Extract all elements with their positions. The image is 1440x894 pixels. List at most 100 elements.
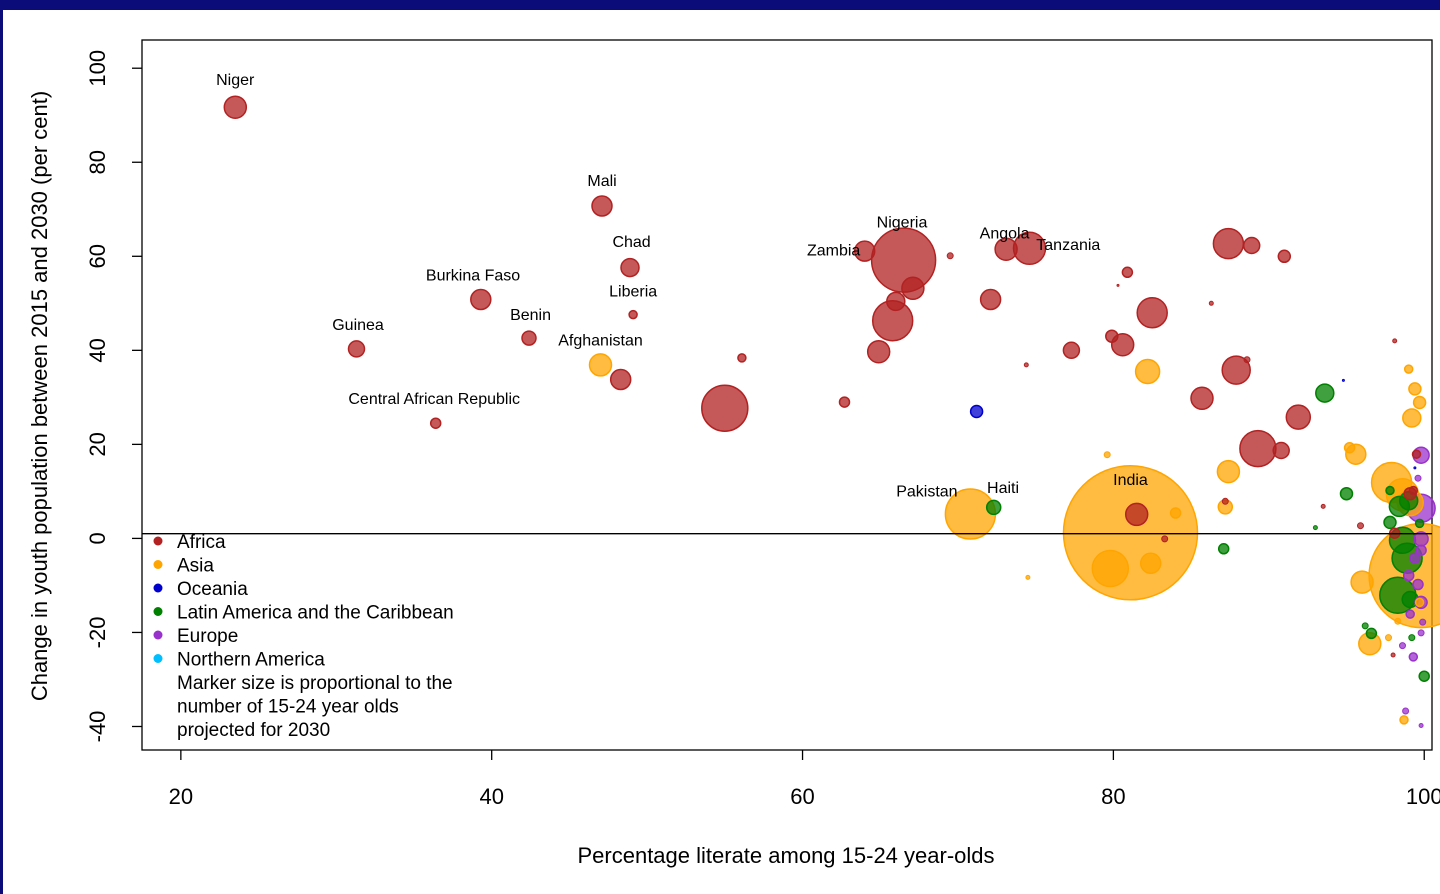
y-axis-label: Change in youth population between 2015 … bbox=[27, 91, 52, 701]
bubble-africa-20 bbox=[994, 237, 1018, 261]
bubbles-layer bbox=[223, 95, 1440, 728]
bubble-africa-15 bbox=[886, 291, 906, 312]
bubble-asia-12 bbox=[1343, 441, 1356, 454]
bubble-europe-6 bbox=[1412, 578, 1424, 591]
bubble-africa-24 bbox=[1105, 329, 1119, 343]
bubble-latin-america-and-the-caribbean-0 bbox=[985, 499, 1002, 516]
bubble-europe-10 bbox=[1399, 642, 1406, 650]
legend-label-latin-america-and-the-caribbean: Latin America and the Caribbean bbox=[177, 603, 454, 624]
legend-dot-latin-america-and-the-caribbean bbox=[153, 607, 163, 616]
y-tick-label-0: 0 bbox=[85, 532, 110, 544]
bubble-africa-39 bbox=[1239, 429, 1277, 468]
legend-dot-europe bbox=[153, 630, 163, 640]
bubble-asia-15 bbox=[1402, 408, 1422, 428]
legend-label-africa: Africa bbox=[177, 532, 226, 553]
label-central-african-republic: Central African Republic bbox=[348, 391, 520, 408]
bubble-africa-28 bbox=[1136, 296, 1168, 329]
window-top-border bbox=[0, 0, 1440, 10]
bubble-asia-26 bbox=[1394, 617, 1402, 625]
bubble-africa-10 bbox=[701, 384, 749, 432]
x-tick-label-100: 100 bbox=[1406, 784, 1440, 809]
bubble-asia-14 bbox=[1350, 570, 1374, 594]
y-tick-label-80: 80 bbox=[85, 150, 110, 174]
bubble-africa-2 bbox=[429, 417, 442, 429]
bubble-africa-31 bbox=[1190, 386, 1214, 411]
bubble-africa-30 bbox=[1161, 535, 1169, 543]
window-left-border bbox=[0, 0, 3, 894]
x-tick-label-60: 60 bbox=[790, 784, 814, 809]
bubble-africa-18 bbox=[946, 252, 954, 260]
bubble-africa-49 bbox=[1390, 652, 1396, 658]
x-axis-label: Percentage literate among 15-24 year-old… bbox=[577, 843, 994, 868]
bubble-africa-29 bbox=[1124, 502, 1149, 527]
bubble-oceania-1 bbox=[1341, 378, 1345, 382]
x-tick-label-80: 80 bbox=[1101, 784, 1125, 809]
bubble-africa-23 bbox=[1062, 341, 1081, 360]
bubble-latin-america-and-the-caribbean-15 bbox=[1408, 634, 1416, 642]
label-angola: Angola bbox=[980, 225, 1030, 242]
bubble-latin-america-and-the-caribbean-1 bbox=[1217, 543, 1230, 555]
bubble-asia-25 bbox=[1414, 597, 1425, 608]
bubble-africa-9 bbox=[737, 353, 747, 363]
legend-label-asia: Asia bbox=[177, 556, 214, 577]
bubble-asia-16 bbox=[1412, 395, 1427, 410]
bubble-europe-13 bbox=[1402, 707, 1410, 715]
y-axis: -40 -20 0 20 40 60 80 100 bbox=[85, 50, 142, 743]
bubble-latin-america-and-the-caribbean-2 bbox=[1315, 383, 1335, 403]
label-burkina-faso: Burkina Faso bbox=[426, 268, 520, 285]
bubble-latin-america-and-the-caribbean-8 bbox=[1383, 515, 1397, 530]
bubble-africa-32 bbox=[1208, 300, 1214, 306]
x-tick-label-20: 20 bbox=[169, 784, 193, 809]
bubble-africa-37 bbox=[1221, 497, 1229, 505]
bubble-africa-40 bbox=[1272, 441, 1290, 460]
bubble-asia-22 bbox=[1025, 574, 1031, 580]
bubble-africa-48 bbox=[1411, 449, 1422, 459]
y-tick-label-40: 40 bbox=[85, 338, 110, 362]
bubble-europe-12 bbox=[1417, 629, 1425, 637]
bubble-asia-8 bbox=[588, 353, 613, 377]
bubble-europe-4 bbox=[1415, 544, 1427, 556]
bubble-africa-12 bbox=[853, 240, 876, 262]
legend-label-oceania: Oceania bbox=[177, 579, 248, 600]
legend-note-line-1: Marker size is proportional to the bbox=[177, 673, 453, 694]
bubble-africa-11 bbox=[838, 396, 851, 408]
bubble-africa-46 bbox=[1408, 485, 1419, 496]
bubble-europe-3 bbox=[1409, 552, 1421, 564]
bubble-africa-41 bbox=[1285, 404, 1312, 430]
bubble-asia-9 bbox=[1134, 358, 1161, 385]
label-guinea: Guinea bbox=[332, 317, 384, 334]
bubble-africa-4 bbox=[521, 330, 537, 346]
y-tick-label-neg20: -20 bbox=[85, 617, 110, 649]
bubble-asia-7 bbox=[1139, 552, 1162, 575]
label-india: India bbox=[1113, 472, 1148, 489]
bubble-latin-america-and-the-caribbean-17 bbox=[1414, 518, 1425, 529]
bubble-africa-0 bbox=[223, 95, 248, 119]
bubble-latin-america-and-the-caribbean-16 bbox=[1418, 670, 1430, 682]
y-tick-label-20: 20 bbox=[85, 432, 110, 456]
bubble-africa-5 bbox=[591, 195, 613, 217]
bubble-africa-6 bbox=[620, 257, 640, 278]
bubble-africa-43 bbox=[1357, 522, 1364, 530]
bubble-europe-11 bbox=[1408, 652, 1419, 662]
bubble-latin-america-and-the-caribbean-6 bbox=[1365, 627, 1378, 640]
bubble-oceania-0 bbox=[969, 404, 984, 419]
bubble-africa-42 bbox=[1320, 503, 1326, 509]
label-nigeria: Nigeria bbox=[877, 215, 928, 232]
bubble-latin-america-and-the-caribbean-4 bbox=[1312, 525, 1318, 531]
bubble-africa-27 bbox=[1116, 283, 1120, 287]
bubble-latin-america-and-the-caribbean-3 bbox=[1339, 486, 1354, 501]
bubble-asia-21 bbox=[1103, 451, 1111, 459]
legend-dot-asia bbox=[153, 560, 163, 569]
bubble-africa-22 bbox=[1023, 362, 1029, 368]
bubble-asia-24 bbox=[1385, 634, 1392, 642]
label-chad: Chad bbox=[612, 234, 650, 251]
bubble-asia-17 bbox=[1408, 382, 1422, 396]
y-tick-label-neg40: -40 bbox=[85, 711, 110, 743]
bubble-africa-44 bbox=[1392, 338, 1398, 344]
bubble-africa-26 bbox=[1121, 266, 1134, 279]
bubble-latin-america-and-the-caribbean-5 bbox=[1361, 622, 1369, 630]
bubble-africa-7 bbox=[628, 309, 638, 320]
y-tick-label-60: 60 bbox=[85, 244, 110, 268]
